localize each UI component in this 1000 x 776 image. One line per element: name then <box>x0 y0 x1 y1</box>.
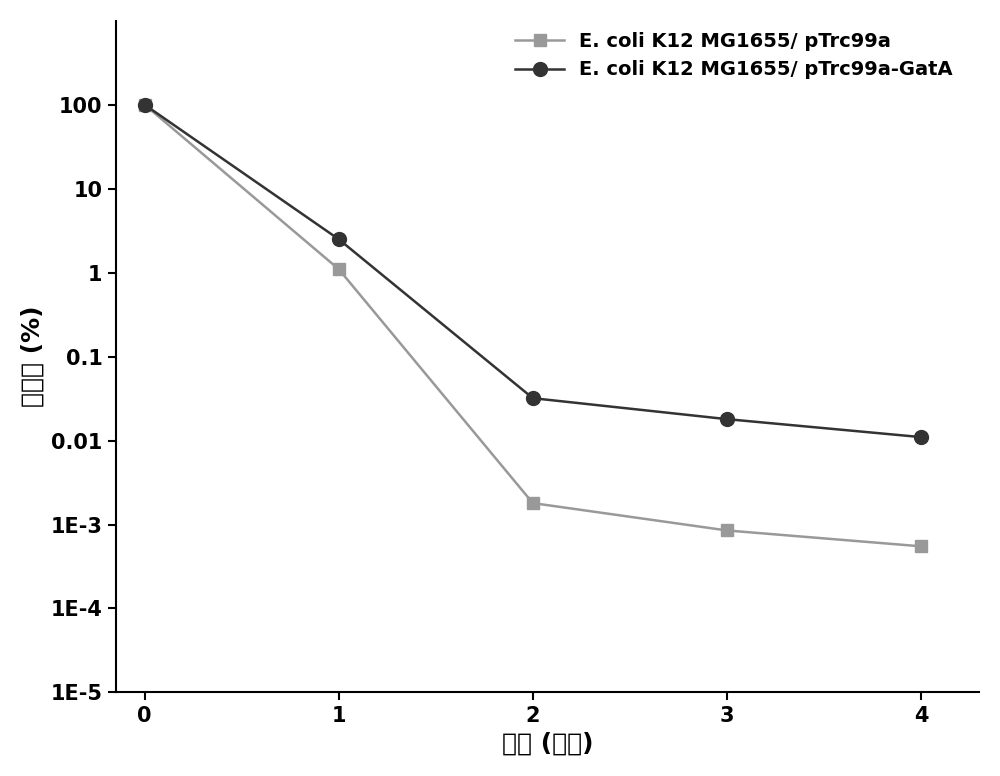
X-axis label: 时间 (小时): 时间 (小时) <box>502 731 593 755</box>
Y-axis label: 存活率 (%): 存活率 (%) <box>21 306 45 407</box>
Legend: E. coli K12 MG1655/ pTrc99a, E. coli K12 MG1655/ pTrc99a-GatA: E. coli K12 MG1655/ pTrc99a, E. coli K12… <box>507 24 961 87</box>
